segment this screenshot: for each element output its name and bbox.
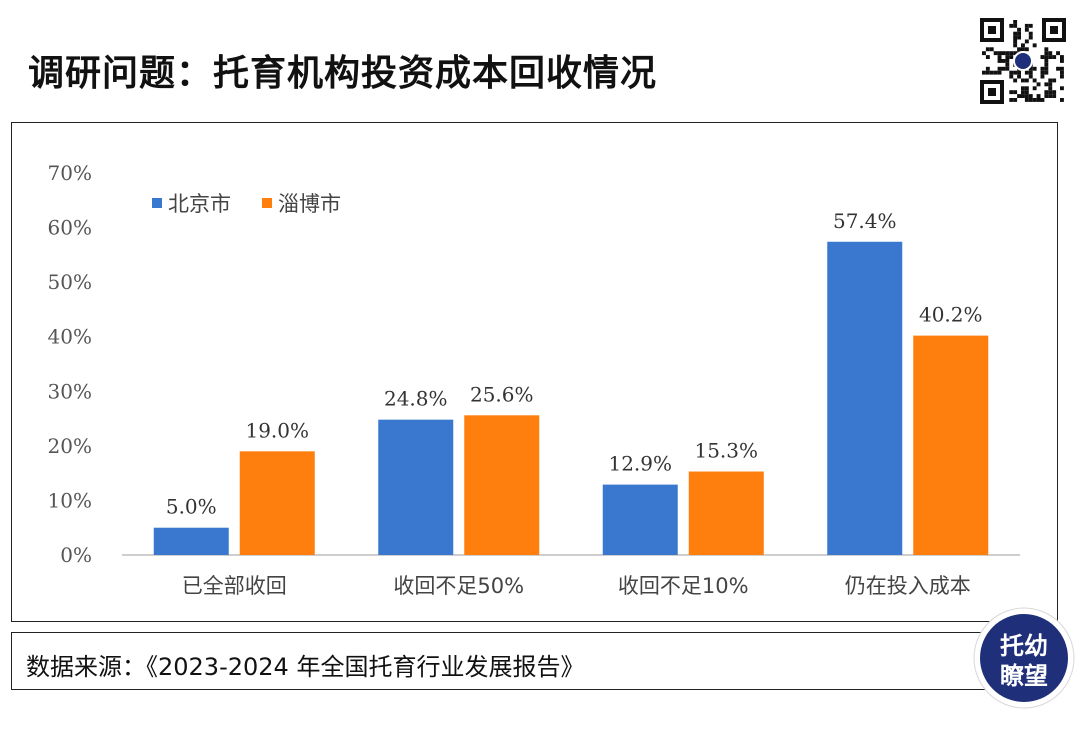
category-label: 仍在投入成本 <box>845 574 971 598</box>
bar-beijing <box>378 419 454 555</box>
y-tick-label: 0% <box>60 543 92 567</box>
y-tick-label: 70% <box>48 161 92 185</box>
data-label: 12.9% <box>608 452 672 476</box>
bar-beijing <box>153 527 229 555</box>
logo-badge: 托幼 瞭望 <box>973 607 1075 709</box>
legend-swatch <box>152 198 162 208</box>
data-label: 24.8% <box>384 387 448 411</box>
y-tick-label: 50% <box>48 270 92 294</box>
category-label: 收回不足50% <box>393 574 524 598</box>
category-label: 收回不足10% <box>618 574 749 598</box>
data-label: 5.0% <box>166 495 217 519</box>
page-title: 调研问题：托育机构投资成本回收情况 <box>28 53 658 94</box>
y-tick-label: 20% <box>48 434 92 458</box>
category-label: 已全部收回 <box>182 574 287 598</box>
data-label: 57.4% <box>833 209 897 233</box>
data-label: 25.6% <box>470 382 534 406</box>
y-tick-label: 40% <box>48 325 92 349</box>
bar-beijing <box>602 484 678 555</box>
y-tick-label: 60% <box>48 216 92 240</box>
bars: 5.0% 19.0% 24.8% 25.6% 12.9% 15.3% 57.4% 40.2% <box>153 209 989 555</box>
category-labels: 已全部收回 收回不足50% 收回不足10% 仍在投入成本 <box>182 574 971 598</box>
bar-zibo <box>913 335 989 555</box>
qr-code-icon <box>980 18 1066 104</box>
bar-beijing <box>827 241 903 555</box>
bar-zibo <box>688 471 764 555</box>
y-tick-label: 30% <box>48 379 92 403</box>
data-label: 19.0% <box>245 418 309 442</box>
legend: 北京市 淄博市 <box>152 192 341 216</box>
badge-line1: 托幼 <box>1000 632 1048 660</box>
bar-zibo <box>239 451 315 555</box>
bar-zibo <box>464 415 540 555</box>
data-label: 15.3% <box>694 439 758 463</box>
legend-swatch <box>262 198 272 208</box>
source-box: 数据来源：《2023-2024 年全国托育行业发展报告》 <box>11 632 1058 690</box>
bar-chart: 0% 10% 20% 30% 40% 50% 60% 70% 5.0% 19.0% 24.8% 25… <box>48 161 1020 598</box>
y-axis: 0% 10% 20% 30% 40% 50% 60% 70% <box>48 161 92 567</box>
y-tick-label: 10% <box>48 488 92 512</box>
legend-label: 淄博市 <box>278 192 341 216</box>
source-text: 数据来源：《2023-2024 年全国托育行业发展报告》 <box>26 653 585 681</box>
data-label: 40.2% <box>919 303 983 327</box>
badge-line2: 瞭望 <box>1000 662 1048 690</box>
chart-container: 0% 10% 20% 30% 40% 50% 60% 70% 5.0% 19.0% 24.8% 25… <box>11 122 1058 622</box>
legend-label: 北京市 <box>168 192 231 216</box>
